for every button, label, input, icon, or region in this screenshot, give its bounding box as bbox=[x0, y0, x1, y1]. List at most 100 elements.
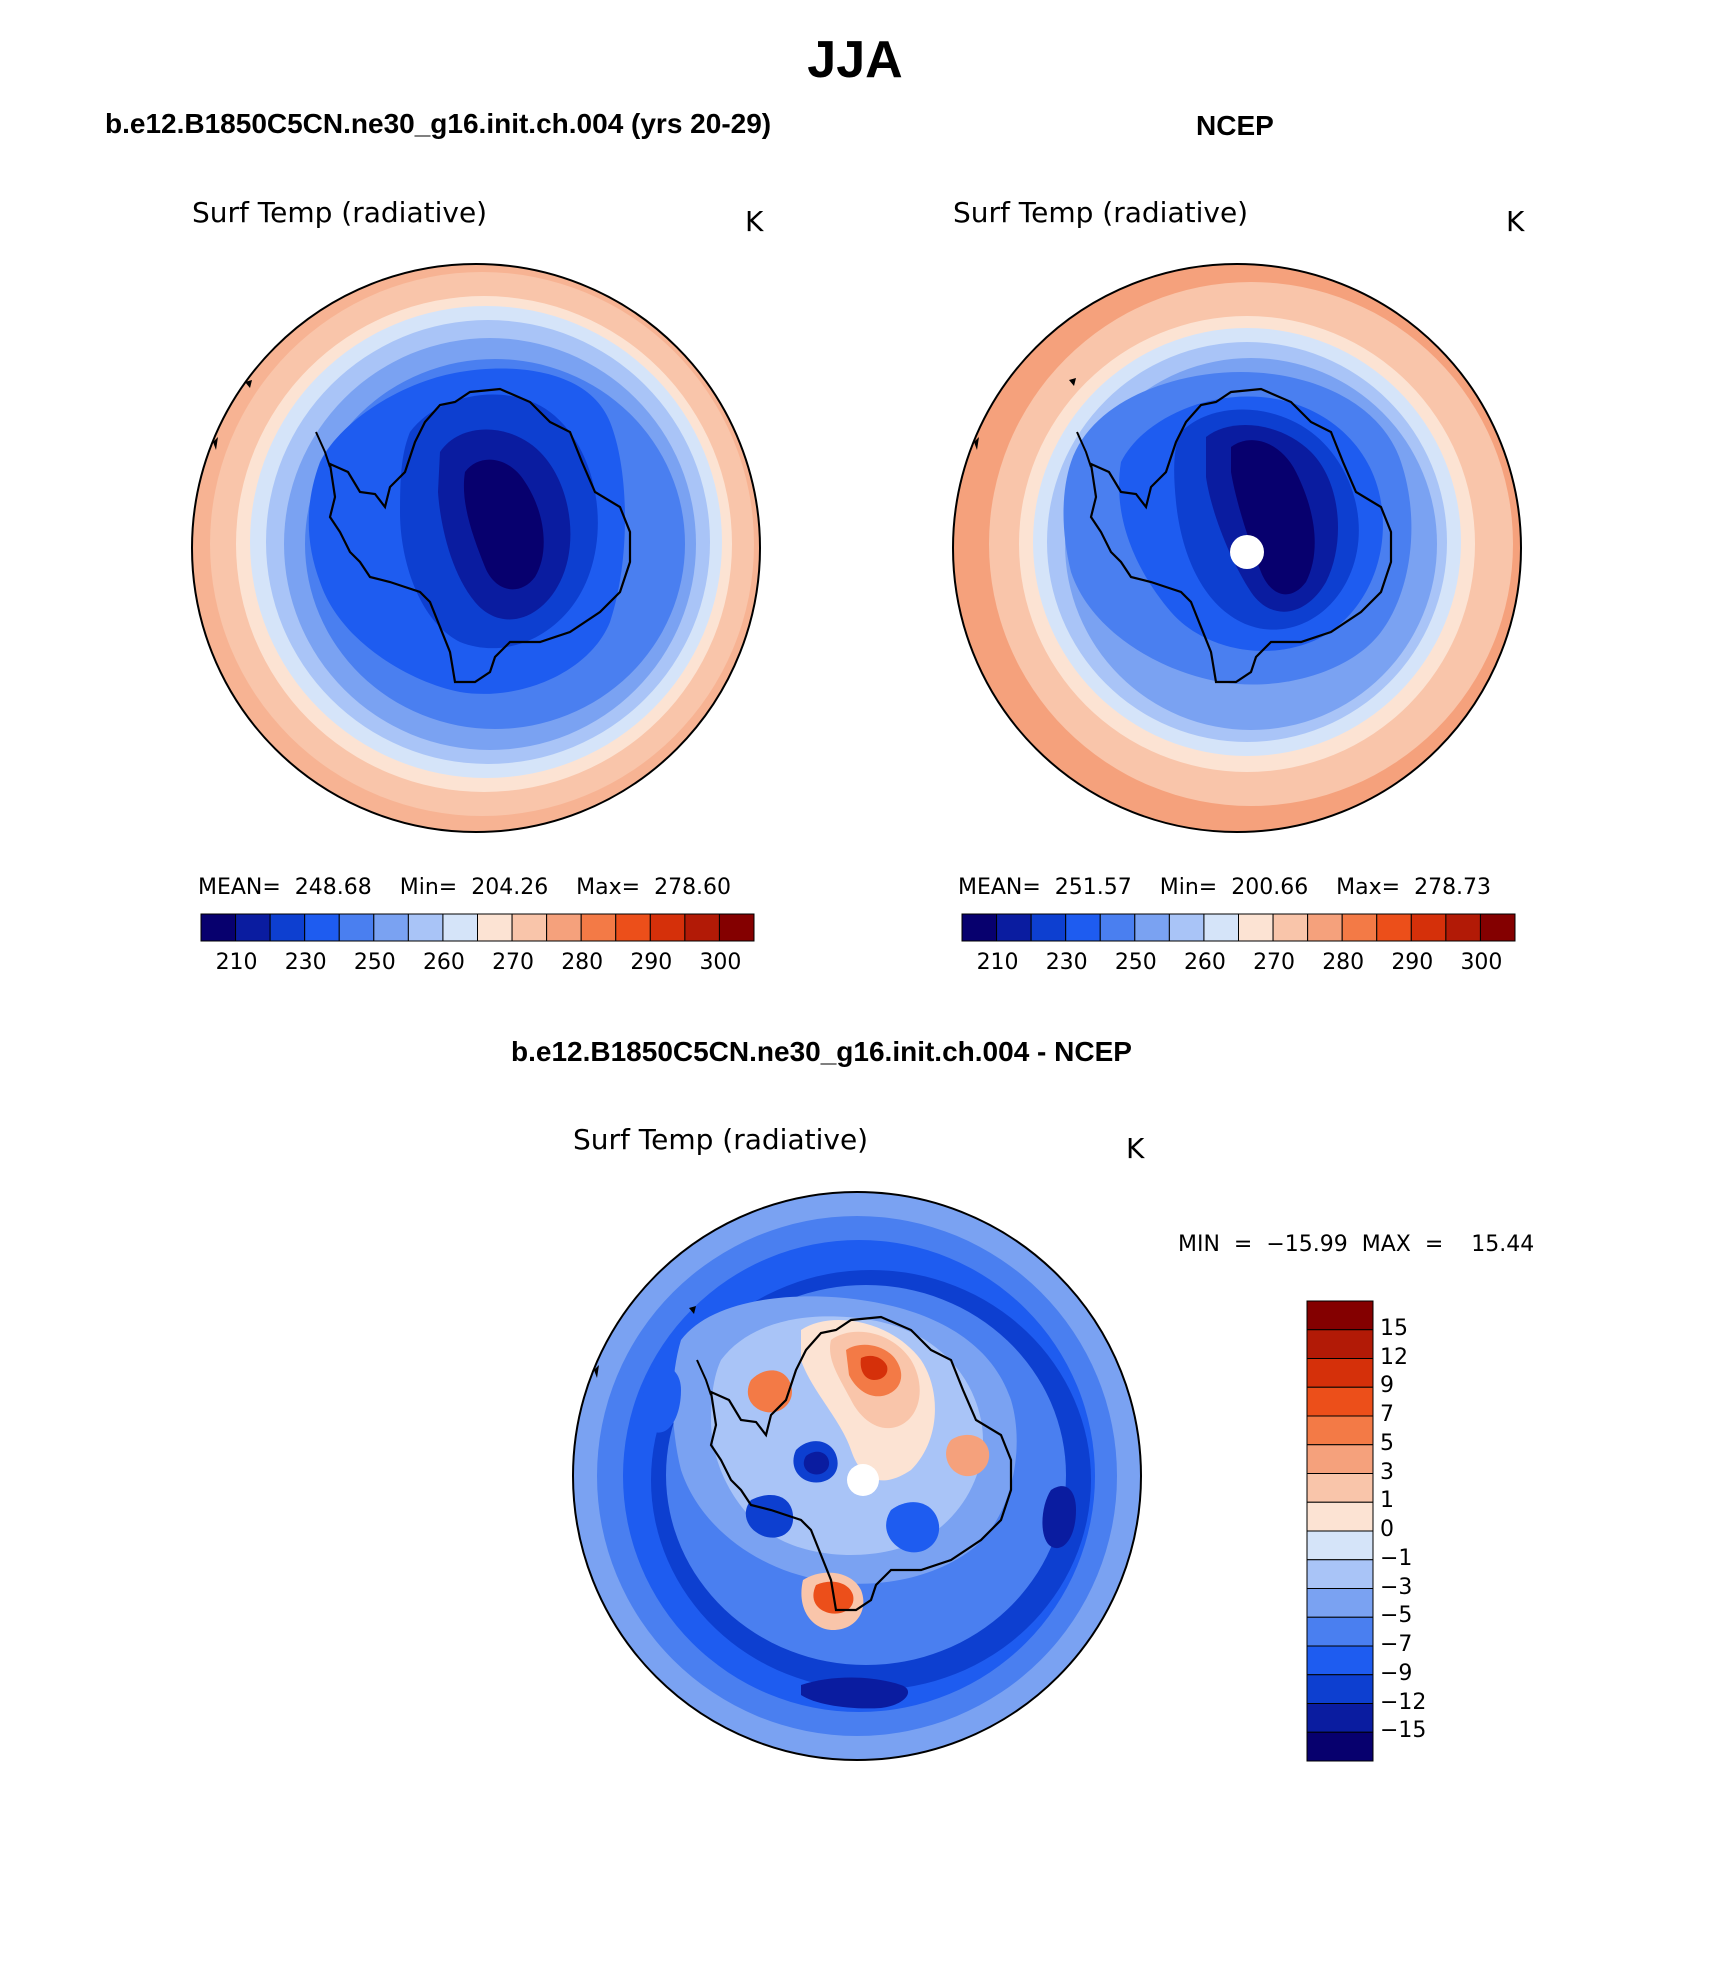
model-colorbar bbox=[200, 913, 755, 942]
model-colorbar-swatch bbox=[235, 913, 271, 942]
ncep-colorbar-tick-label: 270 bbox=[1253, 950, 1296, 975]
diff-colorbar-tick-label: 12 bbox=[1380, 1344, 1408, 1370]
diff-colorbar-tick-label: 0 bbox=[1380, 1517, 1394, 1542]
model-colorbar-swatch bbox=[511, 913, 548, 942]
model-colorbar-swatch bbox=[304, 913, 340, 942]
diff-colorbar-tick-label: −15 bbox=[1380, 1718, 1427, 1744]
model-colorbar-swatch bbox=[718, 913, 755, 942]
diff-colorbar-swatch bbox=[1306, 1674, 1374, 1704]
ncep-colorbar-swatch bbox=[1099, 913, 1136, 942]
model-stats: MEAN= 248.68 Min= 204.26 Max= 278.60 bbox=[198, 875, 732, 900]
diff-colorbar-tick-label: −3 bbox=[1380, 1574, 1413, 1600]
diff-colorbar-tick-label: 1 bbox=[1380, 1488, 1394, 1514]
ncep-stats: MEAN= 251.57 Min= 200.66 Max= 278.73 bbox=[958, 875, 1492, 900]
ncep-colorbar-tick-label: 290 bbox=[1391, 950, 1434, 975]
ncep-variable-label: Surf Temp (radiative) bbox=[953, 196, 1249, 229]
model-colorbar-tick-label: 250 bbox=[353, 950, 396, 975]
model-colorbar-tick-label: 300 bbox=[699, 950, 742, 975]
ncep-colorbar-swatch bbox=[1445, 913, 1481, 942]
model-colorbar-tick-label: 210 bbox=[215, 950, 258, 975]
diff-colorbar-tick-label: 9 bbox=[1380, 1373, 1394, 1399]
diff-map bbox=[572, 1191, 1142, 1761]
ncep-colorbar-swatch bbox=[1479, 913, 1516, 942]
diff-colorbar-tick-label: 15 bbox=[1380, 1315, 1408, 1341]
diff-colorbar-tick-label: −1 bbox=[1380, 1545, 1413, 1571]
ncep-colorbar-tick-label: 280 bbox=[1322, 950, 1365, 975]
ncep-colorbar-tick-label: 210 bbox=[976, 950, 1019, 975]
model-colorbar-swatch bbox=[649, 913, 686, 942]
diff-colorbar-ticks: 15 12 9 7 5 3 1 0 −1 −3 −5 −7 −9 −12 −15 bbox=[1380, 1300, 1480, 1762]
ncep-colorbar-swatch bbox=[1341, 913, 1378, 942]
ncep-colorbar-swatch bbox=[1238, 913, 1274, 942]
diff-colorbar-swatch bbox=[1306, 1300, 1374, 1331]
diff-colorbar-swatch bbox=[1306, 1415, 1374, 1446]
model-colorbar-swatch bbox=[338, 913, 375, 942]
model-colorbar-swatch bbox=[477, 913, 513, 942]
diff-colorbar-tick-label: −9 bbox=[1380, 1660, 1413, 1686]
ncep-colorbar-swatch bbox=[1272, 913, 1309, 942]
model-colorbar-swatch bbox=[200, 913, 237, 942]
model-colorbar-tick-label: 280 bbox=[561, 950, 604, 975]
model-colorbar-swatch bbox=[684, 913, 720, 942]
model-colorbar-tick-label: 230 bbox=[284, 950, 327, 975]
ncep-units-label: K bbox=[1506, 205, 1525, 238]
model-panel-title: b.e12.B1850C5CN.ne30_g16.init.ch.004 (yr… bbox=[105, 108, 772, 139]
ncep-colorbar-swatch bbox=[1410, 913, 1447, 942]
diff-colorbar-swatch bbox=[1306, 1530, 1374, 1561]
diff-colorbar-swatch bbox=[1306, 1731, 1374, 1762]
model-colorbar-swatch bbox=[407, 913, 444, 942]
model-map bbox=[191, 263, 761, 833]
ncep-colorbar bbox=[961, 913, 1516, 942]
ncep-colorbar-tick-label: 300 bbox=[1460, 950, 1503, 975]
ncep-colorbar-tick-label: 260 bbox=[1183, 950, 1226, 975]
model-colorbar-swatch bbox=[546, 913, 582, 942]
diff-colorbar bbox=[1306, 1300, 1374, 1762]
ncep-colorbar-swatch bbox=[1376, 913, 1412, 942]
model-colorbar-tick-label: 260 bbox=[422, 950, 465, 975]
ncep-colorbar-swatch bbox=[1307, 913, 1343, 942]
diff-colorbar-swatch bbox=[1306, 1444, 1374, 1474]
ncep-colorbar-swatch bbox=[1030, 913, 1067, 942]
model-colorbar-tick-label: 290 bbox=[630, 950, 673, 975]
diff-stats: MIN = −15.99 MAX = 15.44 bbox=[1178, 1232, 1535, 1257]
model-colorbar-tick-label: 270 bbox=[492, 950, 535, 975]
model-colorbar-swatch bbox=[442, 913, 478, 942]
diff-colorbar-tick-label: 7 bbox=[1380, 1402, 1394, 1427]
model-units-label: K bbox=[745, 205, 764, 238]
diff-colorbar-swatch bbox=[1306, 1358, 1374, 1388]
ncep-colorbar-swatch bbox=[1065, 913, 1101, 942]
model-colorbar-swatch bbox=[269, 913, 306, 942]
diff-colorbar-tick-label: 5 bbox=[1380, 1430, 1394, 1456]
diff-colorbar-swatch bbox=[1306, 1501, 1374, 1532]
ncep-colorbar-ticks: 210 230 250 260 270 280 290 300 bbox=[961, 950, 1516, 980]
diff-colorbar-swatch bbox=[1306, 1703, 1374, 1733]
ncep-colorbar-swatch bbox=[1203, 913, 1239, 942]
diff-colorbar-swatch bbox=[1306, 1645, 1374, 1676]
diff-colorbar-swatch bbox=[1306, 1473, 1374, 1503]
model-colorbar-swatch bbox=[580, 913, 617, 942]
diff-colorbar-tick-label: −7 bbox=[1380, 1632, 1413, 1657]
diff-variable-label: Surf Temp (radiative) bbox=[573, 1123, 869, 1156]
diff-colorbar-swatch bbox=[1306, 1329, 1374, 1359]
ncep-map bbox=[952, 263, 1522, 833]
model-colorbar-ticks: 210 230 250 260 270 280 290 300 bbox=[200, 950, 755, 980]
ncep-colorbar-tick-label: 230 bbox=[1045, 950, 1088, 975]
ncep-colorbar-swatch bbox=[996, 913, 1032, 942]
diff-colorbar-swatch bbox=[1306, 1588, 1374, 1618]
ncep-colorbar-swatch bbox=[1134, 913, 1170, 942]
diff-colorbar-tick-label: 3 bbox=[1380, 1459, 1394, 1485]
diff-colorbar-swatch bbox=[1306, 1616, 1374, 1647]
figure-title: JJA bbox=[807, 31, 903, 89]
diff-colorbar-tick-label: −12 bbox=[1380, 1689, 1427, 1715]
ncep-panel-title: NCEP bbox=[1196, 110, 1274, 141]
model-colorbar-swatch bbox=[615, 913, 651, 942]
diff-units-label: K bbox=[1126, 1132, 1145, 1165]
ncep-colorbar-swatch bbox=[1168, 913, 1205, 942]
diff-colorbar-swatch bbox=[1306, 1559, 1374, 1589]
ncep-colorbar-tick-label: 250 bbox=[1114, 950, 1157, 975]
model-variable-label: Surf Temp (radiative) bbox=[192, 196, 488, 229]
diff-colorbar-tick-label: −5 bbox=[1380, 1603, 1413, 1629]
diff-panel-title: b.e12.B1850C5CN.ne30_g16.init.ch.004 - N… bbox=[511, 1036, 1132, 1067]
diff-colorbar-swatch bbox=[1306, 1386, 1374, 1417]
model-colorbar-swatch bbox=[373, 913, 409, 942]
